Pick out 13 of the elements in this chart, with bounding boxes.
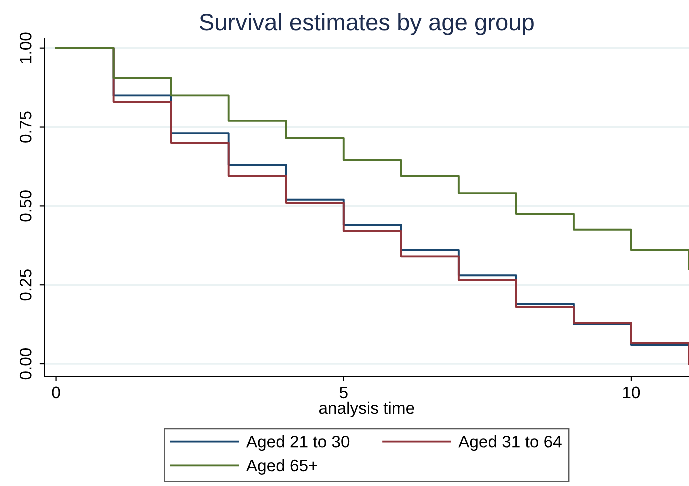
y-tick-label: 1.00: [20, 32, 32, 64]
legend-label: Aged 31 to 64: [458, 436, 562, 452]
legend-label: Aged 21 to 30: [246, 436, 350, 452]
y-tick-label: 0.00: [20, 348, 32, 380]
x-tick-label: 0: [52, 386, 60, 399]
legend-label: Aged 65+: [246, 459, 318, 475]
x-axis-title: analysis time: [319, 402, 414, 418]
y-tick-label: 0.50: [20, 190, 32, 222]
y-tick-label: 0.75: [20, 112, 32, 143]
x-tick-label: 10: [623, 386, 640, 399]
y-tick-label: 0.25: [20, 270, 32, 301]
x-tick-label: 5: [340, 386, 348, 399]
chart-title: Survival estimates by age group: [200, 13, 534, 36]
